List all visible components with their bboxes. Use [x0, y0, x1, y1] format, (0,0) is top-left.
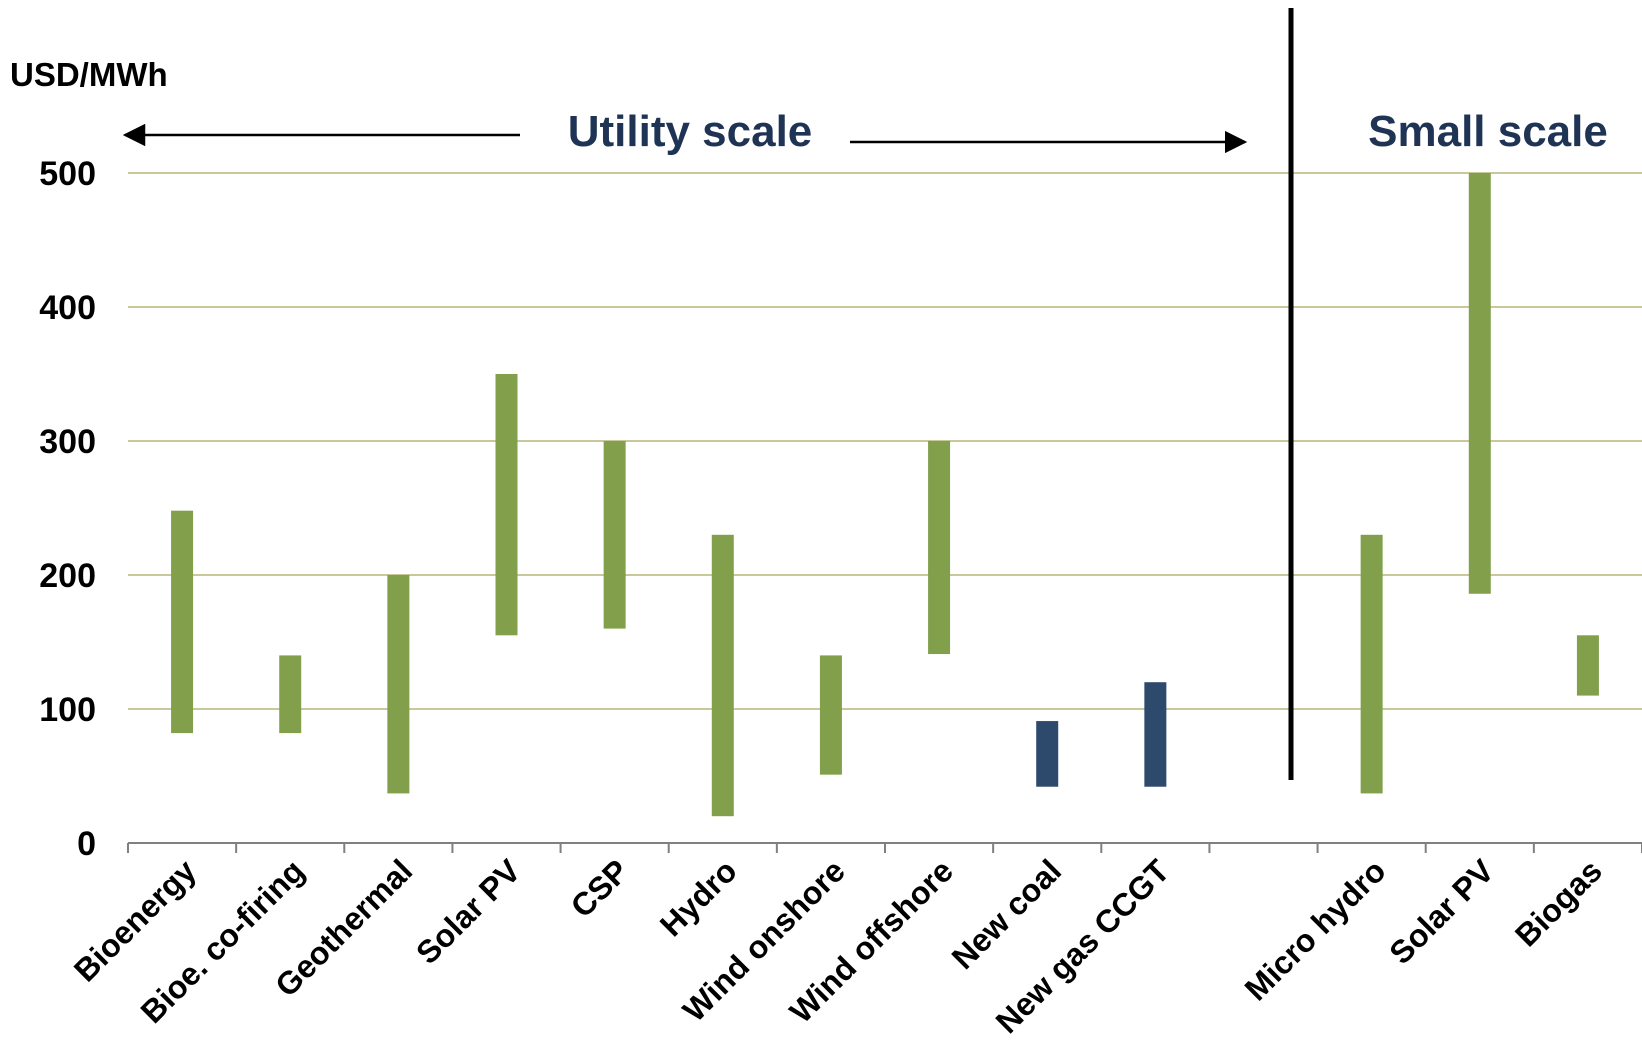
gridlines — [128, 172, 1642, 710]
range-bar-csp-4 — [603, 441, 626, 629]
y-tick-label-400: 400 — [39, 289, 96, 327]
small-scale-annotation: Small scale — [1368, 107, 1608, 156]
y-tick-label-0: 0 — [77, 825, 96, 863]
x-tick-label-3: Solar PV — [409, 852, 528, 971]
y-tick-label-300: 300 — [39, 423, 96, 461]
range-bar-micro-hydro-11 — [1360, 534, 1383, 794]
x-tick-label-12: Solar PV — [1382, 852, 1501, 971]
range-bar-solar-pv-3 — [495, 374, 518, 636]
range-bar-geothermal-2 — [387, 575, 410, 794]
range-bar-biogas-13 — [1576, 635, 1599, 696]
x-tick-label-5: Hydro — [653, 852, 744, 943]
range-bars — [171, 173, 1599, 817]
y-tick-label-200: 200 — [39, 557, 96, 595]
range-bar-solar-pv-12 — [1468, 173, 1491, 594]
range-bar-wind-onshore-6 — [819, 655, 842, 775]
x-tick-label-13: Biogas — [1508, 852, 1609, 953]
y-axis-label: USD/MWh — [10, 56, 168, 93]
x-tick-label-4: CSP — [564, 852, 636, 924]
range-bar-bioe-co-firing-1 — [279, 655, 302, 734]
utility-scale-annotation: Utility scale — [568, 107, 813, 156]
y-tick-label-100: 100 — [39, 691, 96, 729]
range-bar-bioenergy-0 — [171, 510, 194, 734]
y-tick-label-500: 500 — [39, 155, 96, 193]
range-bar-wind-offshore-7 — [928, 441, 951, 655]
x-axis-ticks — [127, 843, 1642, 853]
range-bar-new-coal-8 — [1036, 721, 1059, 787]
range-bar-hydro-5 — [711, 534, 734, 817]
x-tick-label-11: Micro hydro — [1238, 852, 1393, 1007]
range-bar-new-gas-ccgt-9 — [1144, 682, 1167, 787]
y-axis-ticks: 0 100 200 300 400 500 — [39, 155, 96, 863]
